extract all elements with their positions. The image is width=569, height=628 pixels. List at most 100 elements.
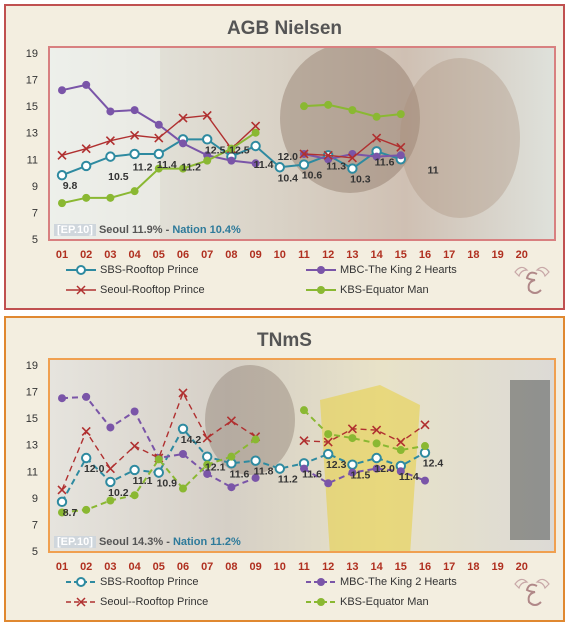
data-point [300,464,308,473]
data-label: 11.3 [326,160,346,172]
data-point [300,102,308,111]
y-tick-label: 15 [26,413,38,425]
data-point [251,159,260,168]
x-tick-label: 09 [249,561,261,573]
data-point [178,388,188,398]
data-point [348,468,357,477]
x-tick-label: 15 [395,249,407,261]
data-label: 12.3 [326,459,347,471]
data-label: 8.7 [63,507,78,519]
data-point [324,100,333,109]
data-label: 11.2 [278,474,298,486]
data-point [324,430,333,439]
data-point [203,460,212,469]
series-2 [57,388,430,495]
data-point [371,452,382,464]
legend-swatch-circle [306,286,336,294]
data-point [347,459,358,470]
data-point [58,508,66,517]
data-point [81,160,92,172]
x-tick-label: 16 [419,561,431,573]
data-label: 12.0 [84,463,105,475]
data-point [130,491,139,500]
plot-area: [EP.10] Seoul 14.3% - Nation 11.2% [48,358,556,553]
data-point [203,469,212,478]
data-label: 12.5 [229,144,250,156]
data-point [396,151,405,160]
series-line [303,424,426,443]
data-point [227,483,236,492]
legend-label: KBS-Equator Man [340,284,429,296]
data-label: 11.8 [254,466,274,478]
data-point [58,86,66,95]
series-3 [58,100,405,208]
data-point [323,448,334,460]
data-point [154,455,163,464]
data-point [106,193,115,202]
x-tick-label: 06 [177,561,189,573]
data-point [179,139,187,148]
legend-swatch-circle [306,598,336,606]
caption-separator: - [166,536,170,548]
x-tick-label: 13 [346,249,358,261]
episode-caption: [EP.10] Seoul 11.9% - Nation 10.4% [54,224,241,236]
data-label: 12.0 [278,151,299,163]
series-line [303,409,426,452]
x-tick-label: 18 [467,561,479,573]
data-point [372,152,381,161]
y-tick-label: 13 [26,440,38,452]
data-point [130,407,139,416]
y-tick-label: 15 [26,101,38,113]
x-tick-label: 16 [419,249,431,261]
x-tick-label: 14 [370,249,383,261]
data-label: 10.5 [108,171,129,183]
data-point [178,113,188,123]
x-tick-label: 02 [80,249,92,261]
data-label: 12.0 [374,463,395,475]
episode-tag: [EP.10] [54,224,96,236]
data-point [56,170,68,181]
x-tick-label: 05 [153,249,165,261]
data-label: 11 [427,164,438,176]
data-label: 11.4 [399,471,419,483]
data-point [274,162,285,173]
scene-photo-background [50,360,554,551]
data-label: 10.6 [302,170,323,182]
data-point [58,394,66,403]
x-tick-label: 18 [467,249,479,261]
y-tick-label: 9 [32,181,38,193]
data-point [421,476,429,485]
x-tick-label: 15 [395,561,407,573]
x-tick-label: 11 [298,249,310,261]
data-point [106,423,115,432]
x-tick-label: 12 [322,561,334,573]
data-point [202,134,213,145]
series-line [61,438,257,514]
x-tick-label: 11 [298,561,310,573]
y-tick-label: 7 [32,207,38,219]
chart-title: AGB Nielsen [226,18,343,39]
data-point [130,106,139,115]
data-point [129,148,140,160]
nation-rating: Nation 10.4% [172,224,241,236]
legend-label: SBS-Rooftop Prince [100,576,199,588]
data-point [372,112,381,121]
data-point [202,433,212,443]
data-label: 11.5 [350,470,370,482]
data-point [274,463,285,474]
y-tick-label: 5 [32,546,38,558]
chart-title: TNmS [257,330,312,351]
data-point [250,455,261,466]
data-point [203,156,212,165]
legend-swatch-circle [66,265,96,275]
y-tick-label: 19 [26,360,38,372]
data-label: 11.4 [157,159,177,171]
chart-legend: SBS-Rooftop Prince MBC-The King 2 Hearts… [66,262,526,302]
nation-rating: Nation 11.2% [172,536,241,548]
x-tick-label: 20 [516,249,528,261]
data-point [82,193,91,202]
data-label: 10.2 [108,487,129,499]
tnms-panel: TNmS [EP.10] Seoul 14.3% - Nation 11.2% … [4,316,565,622]
y-tick-label: 9 [32,493,38,505]
x-tick-label: 07 [201,561,213,573]
